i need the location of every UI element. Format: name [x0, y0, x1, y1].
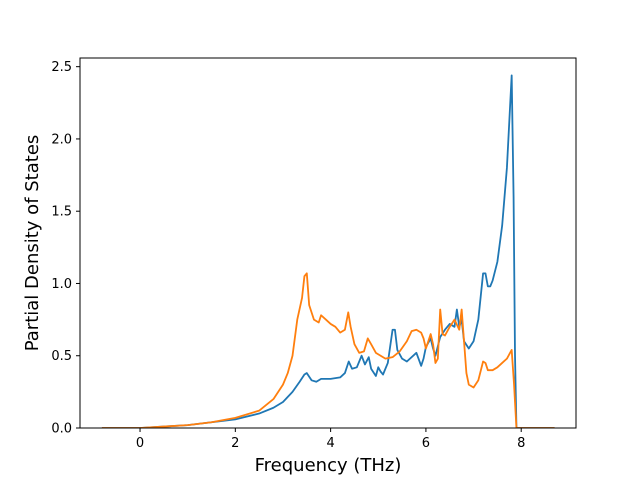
y-axis-ticks: 0.0 0.5 1.0 1.5 2.0 2.5	[51, 60, 80, 437]
y-tick-label: 2.5	[51, 60, 72, 75]
x-tick-label: 2	[231, 436, 239, 451]
plot-frame	[79, 57, 577, 429]
series-line-1	[101, 74, 555, 428]
y-tick-label: 2.0	[51, 132, 72, 147]
y-tick-label: 1.5	[51, 205, 72, 220]
x-axis-ticks: 0 2 4 6 8	[136, 428, 525, 451]
y-axis-label: Partial Density of States	[22, 135, 43, 352]
x-tick-label: 0	[136, 436, 144, 451]
x-tick-label: 6	[422, 436, 430, 451]
x-tick-label: 4	[326, 436, 334, 451]
y-tick-label: 0.0	[51, 422, 72, 437]
series-group	[101, 74, 555, 428]
y-tick-label: 1.0	[51, 277, 72, 292]
x-axis-label: Frequency (THz)	[255, 455, 402, 476]
x-tick-label: 8	[517, 436, 525, 451]
series-line-2	[101, 272, 555, 428]
y-tick-label: 0.5	[51, 349, 72, 364]
